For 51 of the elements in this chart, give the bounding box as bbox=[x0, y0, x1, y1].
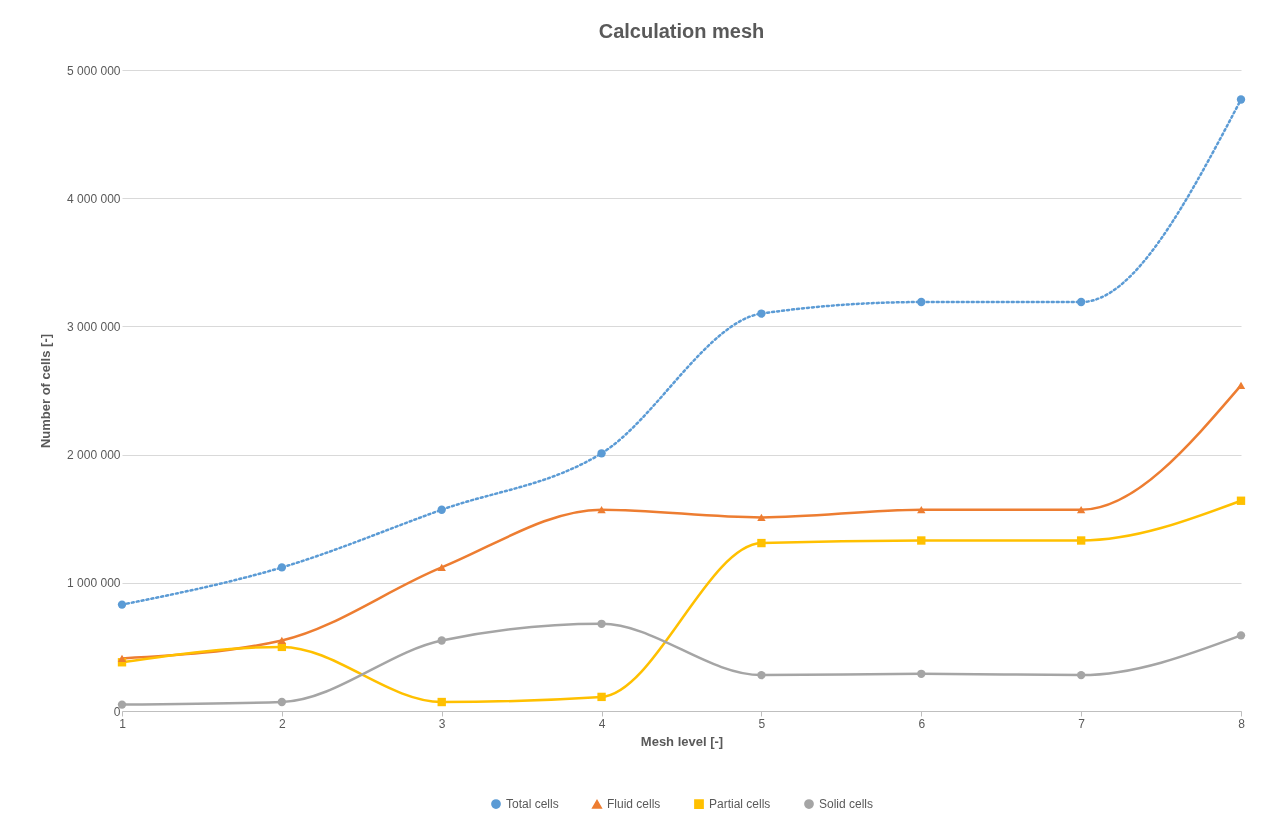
point bbox=[917, 536, 926, 545]
point bbox=[597, 619, 606, 628]
point bbox=[437, 697, 446, 707]
point bbox=[277, 697, 287, 707]
point bbox=[917, 506, 926, 514]
y-tick-label: 5 000 000 bbox=[67, 63, 121, 78]
y-tick-label: 4 000 000 bbox=[67, 191, 121, 206]
point bbox=[917, 669, 926, 678]
y-tick-label: 0 bbox=[113, 704, 121, 719]
point bbox=[1076, 506, 1086, 514]
y-tick-label: 1 000 000 bbox=[67, 576, 121, 591]
x-axis-title: Mesh level [-] bbox=[640, 733, 724, 749]
y-tick-label: 2 000 000 bbox=[67, 448, 121, 463]
point bbox=[597, 449, 606, 458]
point bbox=[437, 636, 446, 645]
chart-title: Calculation mesh bbox=[598, 20, 765, 42]
point bbox=[1076, 536, 1086, 545]
legend-label: Total cells bbox=[506, 797, 559, 812]
point bbox=[757, 513, 766, 522]
point bbox=[277, 636, 287, 645]
x-tick-label: 2 bbox=[279, 716, 287, 731]
point bbox=[1236, 381, 1246, 389]
point bbox=[1236, 496, 1246, 505]
point bbox=[1076, 670, 1086, 680]
point bbox=[1076, 297, 1086, 307]
point bbox=[437, 505, 446, 514]
y-tick-label: 3 000 000 bbox=[67, 319, 121, 334]
x-tick-label: 4 bbox=[598, 716, 606, 731]
point bbox=[117, 600, 127, 609]
point bbox=[117, 700, 127, 709]
x-tick-label: 3 bbox=[438, 716, 446, 731]
x-tick-label: 7 bbox=[1078, 716, 1086, 731]
point bbox=[1236, 95, 1246, 104]
point bbox=[437, 563, 446, 572]
point bbox=[597, 692, 606, 702]
legend-label: Partial cells bbox=[709, 797, 771, 812]
x-tick-label: 1 bbox=[119, 716, 127, 731]
point bbox=[917, 297, 926, 307]
legend-label: Fluid cells bbox=[607, 797, 661, 812]
x-tick-label: 6 bbox=[918, 716, 926, 731]
legend-label: Solid cells bbox=[819, 797, 874, 812]
x-tick-label: 8 bbox=[1238, 716, 1246, 731]
point bbox=[117, 654, 127, 663]
point bbox=[757, 309, 766, 318]
point bbox=[1236, 631, 1246, 640]
x-tick-label: 5 bbox=[758, 716, 766, 731]
point bbox=[597, 506, 606, 514]
point bbox=[277, 563, 287, 572]
y-axis-title: Number of cells [-] bbox=[38, 333, 54, 449]
point bbox=[757, 538, 766, 548]
point bbox=[757, 670, 766, 680]
